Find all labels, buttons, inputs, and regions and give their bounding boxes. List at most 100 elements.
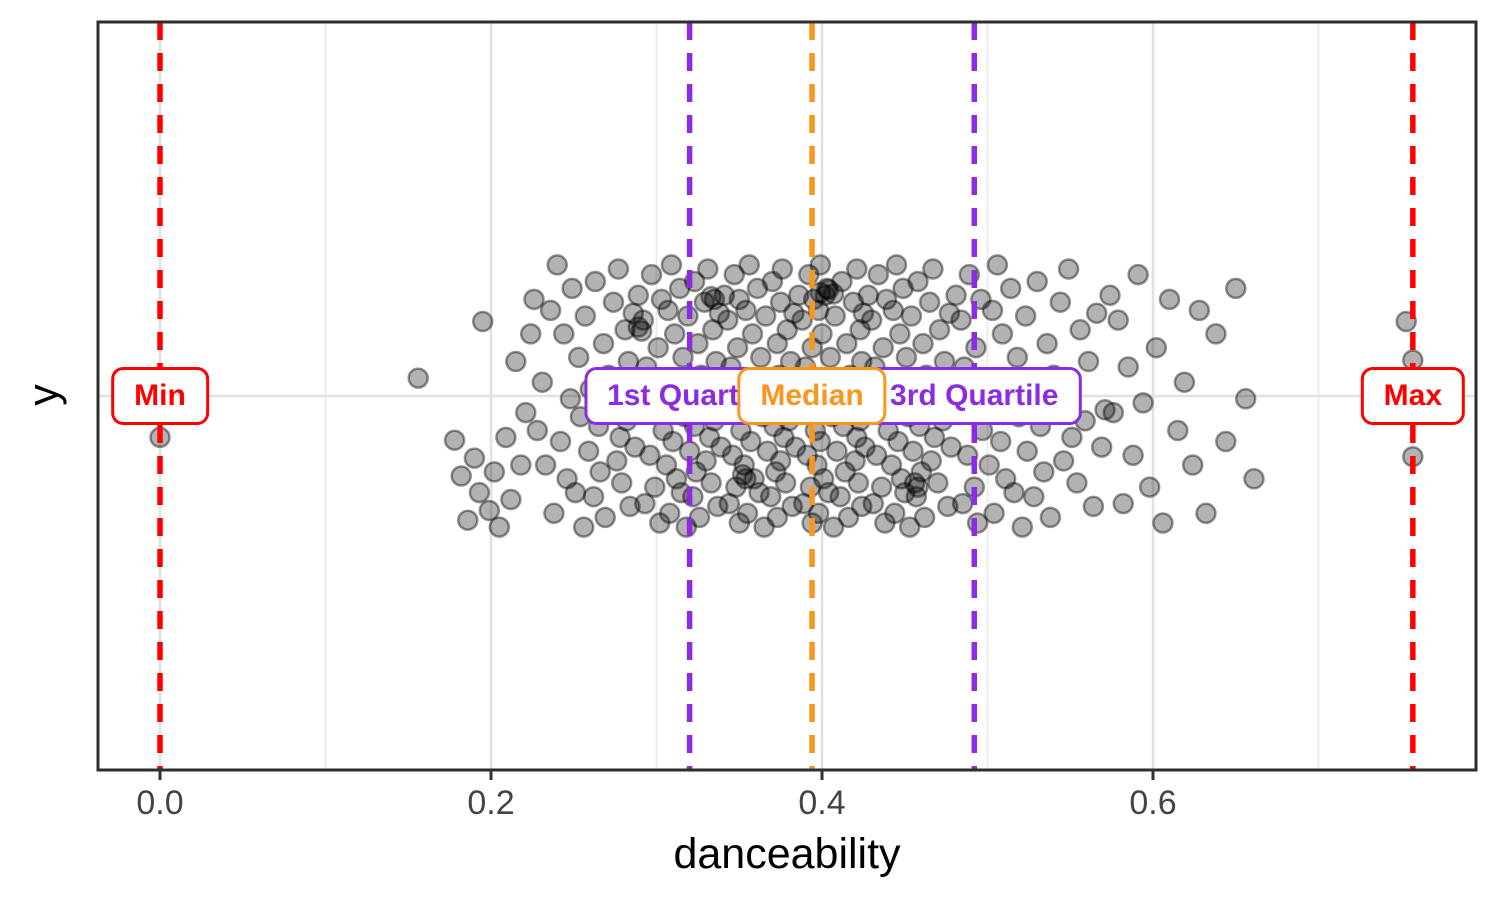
data-point [774,472,797,494]
annotation-label-3rd-quartile: 3rd Quartile [867,367,1082,425]
data-point [647,336,669,359]
data-point [766,332,789,355]
data-point [478,499,501,522]
data-point [1107,309,1129,331]
data-point [824,305,846,327]
data-point [697,258,719,280]
data-point [561,277,583,300]
data-point [986,254,1009,276]
data-point [983,502,1005,525]
data-point [457,509,479,531]
data-point [556,468,578,490]
data-point [531,371,554,393]
data-point [907,270,929,293]
data-point [753,516,775,538]
data-point [842,291,865,313]
x-tick-label: 0.6 [1129,784,1177,822]
data-point [822,283,845,305]
data-point [443,429,466,451]
data-point [735,468,757,490]
data-point [1066,472,1088,494]
data-point [1023,485,1045,508]
data-point [784,436,807,458]
data-point [1167,419,1189,442]
panel-border [96,20,1478,772]
data-point [814,284,837,307]
data-point [723,263,746,286]
data-point [1132,392,1154,414]
data-point [1016,440,1038,462]
data-point [735,299,757,322]
data-point [500,488,522,511]
data-point [945,284,967,307]
data-point [650,288,673,311]
data-point [733,454,755,476]
data-point [902,440,924,462]
data-point [1052,450,1075,472]
data-point [688,506,711,529]
data-point [1215,430,1237,453]
data-point [822,516,845,538]
data-point [1094,399,1116,421]
data-point [698,426,721,449]
data-point [748,481,770,504]
data-point [894,481,916,504]
data-point [907,476,929,498]
data-point [634,492,656,515]
data-point [1026,270,1048,293]
data-point [523,288,545,311]
data-point [918,291,941,313]
data-point [627,316,650,338]
data-point [1036,332,1058,355]
data-point [488,516,511,538]
data-point [630,320,653,342]
data-point [1181,454,1204,476]
data-point [816,277,838,300]
data-point [756,440,779,462]
data-point [817,278,840,301]
data-point [836,332,858,355]
data-point [1069,319,1091,341]
data-point [844,450,866,472]
data-point [882,299,904,322]
data-point [526,419,549,442]
data-point [614,319,636,341]
data-point [668,277,691,300]
data-point [776,319,798,341]
data-point [746,277,769,300]
data-point [1099,284,1121,307]
data-point [728,288,751,311]
data-point [860,309,883,331]
data-point [771,258,794,280]
data-point [989,430,1012,453]
data-point [665,468,688,490]
data-point [1158,288,1181,311]
data-point [910,461,933,483]
data-point [829,485,851,508]
data-point [764,461,787,483]
data-point [1102,401,1125,424]
data-point [553,323,575,345]
data-point [887,430,909,453]
data-point [847,472,870,494]
data-point [640,263,663,286]
data-point [1085,302,1108,324]
data-point [1061,426,1083,449]
data-point [700,285,722,308]
data-point [769,450,792,472]
data-point [584,270,607,293]
data-point [1138,476,1161,498]
data-point [1011,516,1034,538]
data-point [1039,506,1062,529]
data-point [660,254,683,276]
data-point [846,258,868,280]
data-point [991,323,1014,345]
data-point [1112,492,1134,515]
data-point [738,254,760,276]
data-point [728,512,751,534]
data-point [740,430,762,453]
data-point [644,476,666,498]
data-point [672,346,694,369]
data-point [890,468,913,490]
